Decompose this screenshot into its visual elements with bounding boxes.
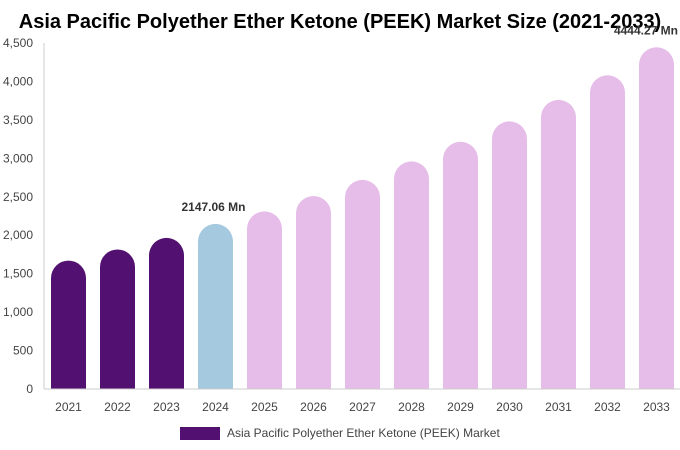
y-tick-label: 2,500 [3, 190, 33, 204]
x-tick-label: 2031 [545, 400, 572, 414]
x-tick-label: 2021 [55, 400, 82, 414]
y-tick-label: 3,000 [3, 151, 33, 165]
y-tick-label: 4,000 [3, 74, 33, 88]
bars [51, 47, 674, 390]
y-tick-label: 2,000 [3, 228, 33, 242]
bar-2026[interactable] [296, 196, 331, 389]
bar-2022[interactable] [100, 249, 135, 389]
bar-2025[interactable] [247, 211, 282, 389]
bar-2029[interactable] [443, 141, 478, 389]
bar-2033[interactable] [639, 47, 674, 389]
y-tick-label: 500 [13, 344, 33, 358]
legend[interactable]: Asia Pacific Polyether Ether Ketone (PEE… [180, 426, 500, 440]
x-tick-label: 2023 [153, 400, 180, 414]
chart-title: Asia Pacific Polyether Ether Ketone (PEE… [19, 11, 661, 33]
x-axis: 2021 2022 2023 2024 2025 2026 2027 2028 2029 2030… [44, 388, 680, 414]
x-tick-label: 2033 [643, 400, 670, 414]
x-tick-label: 2027 [349, 400, 376, 414]
y-tick-label: 0 [26, 382, 33, 396]
legend-swatch [180, 427, 220, 440]
bar-2031[interactable] [541, 99, 576, 390]
y-tick-label: 4,500 [3, 36, 33, 50]
y-axis: 0 500 1,000 1,500 2,000 2,500 3,000 3,500 4,000 4… [3, 36, 45, 396]
bar-2027[interactable] [345, 179, 380, 389]
y-tick-label: 1,000 [3, 305, 33, 319]
legend-label: Asia Pacific Polyether Ether Ketone (PEE… [227, 426, 500, 440]
bar-2021[interactable] [51, 260, 86, 389]
bar-2032[interactable] [590, 75, 625, 389]
x-tick-label: 2024 [202, 400, 229, 414]
bar-2023[interactable] [149, 237, 184, 389]
data-labels: 2147.06 Mn 4444.27 Mn [181, 23, 678, 214]
x-tick-label: 2032 [594, 400, 621, 414]
data-label-2024: 2147.06 Mn [181, 200, 245, 214]
bar-2028[interactable] [394, 161, 429, 389]
x-tick-label: 2026 [300, 400, 327, 414]
bar-2030[interactable] [492, 121, 527, 389]
x-tick-label: 2025 [251, 400, 278, 414]
x-tick-label: 2028 [398, 400, 425, 414]
y-tick-label: 3,500 [3, 113, 33, 127]
y-tick-label: 1,500 [3, 267, 33, 281]
x-tick-label: 2022 [104, 400, 131, 414]
x-tick-label: 2030 [496, 400, 523, 414]
bar-2024[interactable] [198, 223, 233, 389]
x-tick-label: 2029 [447, 400, 474, 414]
data-label-2033: 4444.27 Mn [614, 23, 678, 37]
